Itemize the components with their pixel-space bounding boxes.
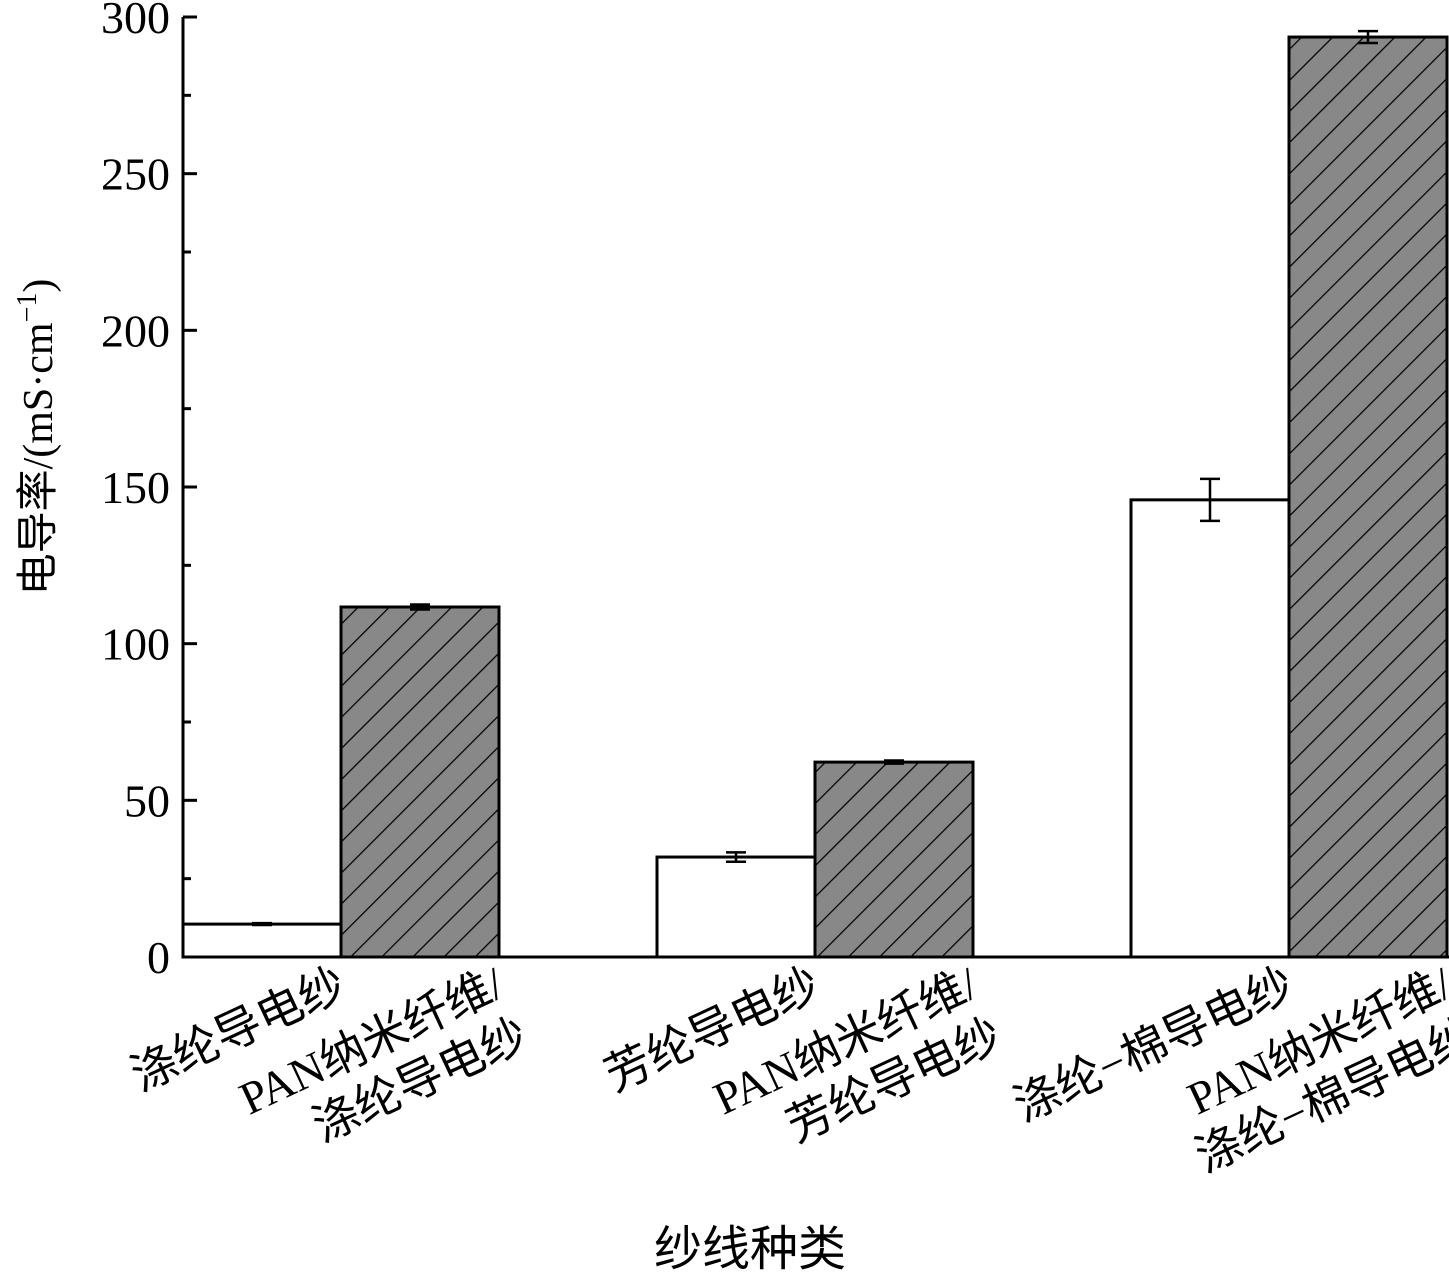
y-tick-label: 250 — [101, 149, 170, 200]
error-bar — [884, 759, 904, 765]
y-tick-label: 300 — [101, 0, 170, 43]
bar — [655, 855, 817, 959]
bar — [813, 760, 975, 959]
x-axis-label: 纱线种类 — [654, 1223, 846, 1274]
error-bar — [1200, 477, 1220, 523]
error-bar — [1358, 29, 1378, 45]
bar — [1287, 35, 1449, 959]
bar — [339, 605, 501, 959]
bar — [1129, 498, 1291, 959]
y-tick-label: 0 — [147, 932, 170, 983]
bar — [181, 922, 343, 959]
error-bar — [410, 603, 430, 611]
y-axis-label: 电导率/(mS·cm−1) — [12, 279, 62, 596]
y-tick-label: 100 — [101, 619, 170, 670]
y-tick-label: 200 — [101, 305, 170, 356]
y-tick-label: 50 — [124, 775, 170, 826]
y-tick-label: 150 — [101, 462, 170, 513]
error-bar — [252, 921, 272, 927]
error-bar — [726, 851, 746, 863]
